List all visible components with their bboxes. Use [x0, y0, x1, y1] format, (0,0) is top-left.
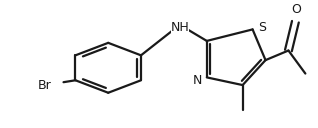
Text: S: S [259, 21, 266, 34]
Text: Br: Br [38, 79, 52, 92]
Text: N: N [192, 74, 202, 87]
Text: O: O [292, 3, 301, 16]
Text: NH: NH [170, 21, 189, 34]
